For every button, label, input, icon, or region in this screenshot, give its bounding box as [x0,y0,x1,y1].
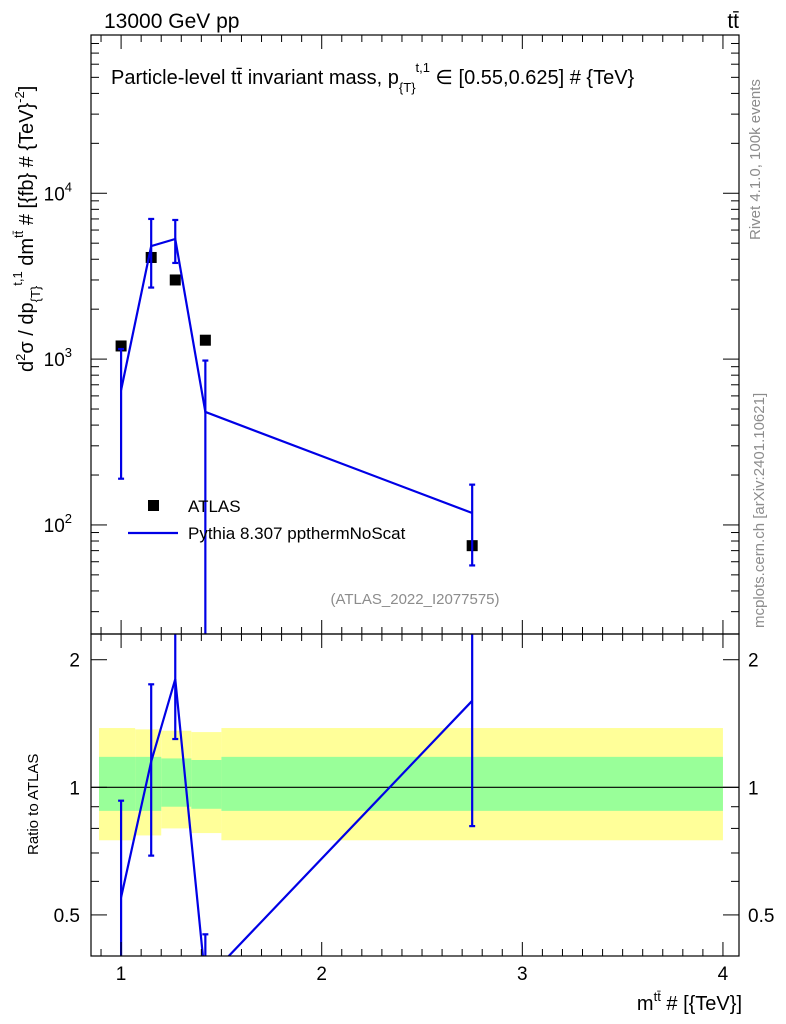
legend-label-atlas: ATLAS [188,497,241,516]
legend: ATLAS Pythia 8.307 ppthermNoScat [128,497,406,543]
mcplots-reference-label: mcplots.cern.ch [arXiv:2401.10621] [751,393,768,628]
svg-text:d2σ / dp{T}t,1 dmtt̄ # [{fb} #: d2σ / dp{T}t,1 dmtt̄ # [{fb} # {TeV}-2] [10,86,43,372]
main-panel-frame [90,34,740,635]
rivet-version-label: Rivet 4.1.0, 100k events [747,79,764,240]
main-y-tick-label: 102 [44,511,72,537]
main-panel-data [115,217,478,634]
atlas-data-point [169,274,181,286]
ratio-uncertainty-bands [91,728,739,841]
ratio-panel-data [118,634,476,956]
ratio-y-tick-label: 1 [69,778,80,799]
ratio-ylabel: Ratio to ATLAS [25,754,42,855]
atlas-data-point [115,340,127,352]
legend-label-pythia: Pythia 8.307 ppthermNoScat [188,524,406,543]
ratio-panel-frame [90,633,740,957]
ratio-y-tick-label: 0.5 [54,906,80,927]
header-energy: 13000 GeV pp [104,10,239,33]
green-band-segment [99,756,136,811]
x-tick-label: 2 [316,964,327,985]
main-panel-axes: 102 103 104 [44,34,739,634]
main-ylabel: d2σ / dp{T}t,1 dmtt̄ # [{fb} # {TeV}-2] [10,86,43,372]
green-band-segment [191,760,222,809]
main-y-tick-label: 103 [44,345,72,371]
header-process: tt̄ [727,10,739,33]
analysis-watermark: (ATLAS_2022_I2077575) [330,591,499,608]
green-band-segment [135,756,162,811]
atlas-data-point [199,334,211,346]
x-tick-label: 1 [116,964,127,985]
ratio-y-tick-label-right: 2 [748,651,759,672]
x-axis-label: mtt̄ # [{TeV}] [637,989,742,1015]
ratio-y-tick-label: 2 [69,651,80,672]
ratio-y-tick-label-right: 0.5 [748,906,774,927]
ratio-panel-axes: 1 2 3 4 0.5 0.5 1 1 2 2 [54,634,774,985]
main-title: Particle-level tt̄ invariant mass, p{T}t… [111,60,635,95]
ratio-y-tick-label-right: 1 [748,778,759,799]
x-tick-label: 4 [718,964,729,985]
legend-marker-atlas [148,500,159,511]
main-y-tick-label: 104 [44,179,72,205]
x-tick-label: 3 [517,964,528,985]
